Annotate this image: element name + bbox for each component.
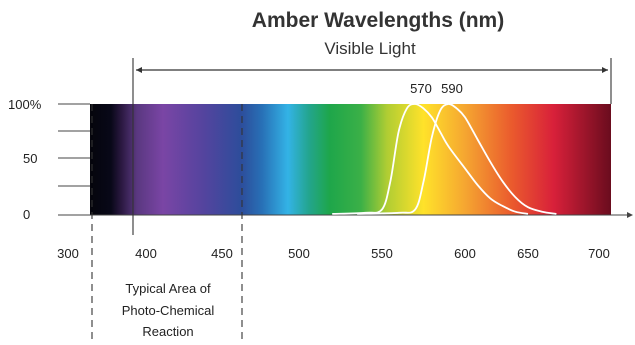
x-axis — [58, 212, 633, 218]
reaction-annotation-line: Reaction — [142, 324, 193, 339]
x-tick-label: 650 — [517, 246, 539, 261]
series-line-2 — [357, 103, 557, 215]
reaction-annotation: Typical Area of Photo-Chemical Reaction — [122, 281, 215, 339]
spectrum-band — [90, 104, 611, 215]
series-curves — [332, 103, 557, 215]
x-tick-label: 450 — [211, 246, 233, 261]
visible-light-arrowhead-right — [602, 67, 608, 73]
y-axis: 100% 50 0 — [8, 97, 90, 222]
x-tick-label: 400 — [135, 246, 157, 261]
x-tick-label: 550 — [371, 246, 393, 261]
visible-light-bracket — [136, 67, 608, 73]
chart-subtitle: Visible Light — [324, 39, 416, 58]
reaction-annotation-line: Photo-Chemical — [122, 303, 215, 318]
x-tick-labels: 300 400 450 500 550 600 650 700 — [57, 246, 610, 261]
peak-label: 590 — [441, 81, 463, 96]
x-axis-arrowhead — [627, 212, 633, 218]
x-tick-label: 500 — [288, 246, 310, 261]
x-tick-label: 300 — [57, 246, 79, 261]
peak-label: 570 — [410, 81, 432, 96]
series-line-1 — [332, 103, 529, 215]
x-tick-label: 700 — [588, 246, 610, 261]
y-tick-label: 0 — [23, 207, 30, 222]
x-tick-label: 600 — [454, 246, 476, 261]
visible-light-arrowhead-left — [136, 67, 142, 73]
y-tick-label: 50 — [23, 151, 37, 166]
chart-title: Amber Wavelengths (nm) — [252, 9, 504, 32]
y-tick-label: 100% — [8, 97, 42, 112]
reaction-annotation-line: Typical Area of — [125, 281, 211, 296]
